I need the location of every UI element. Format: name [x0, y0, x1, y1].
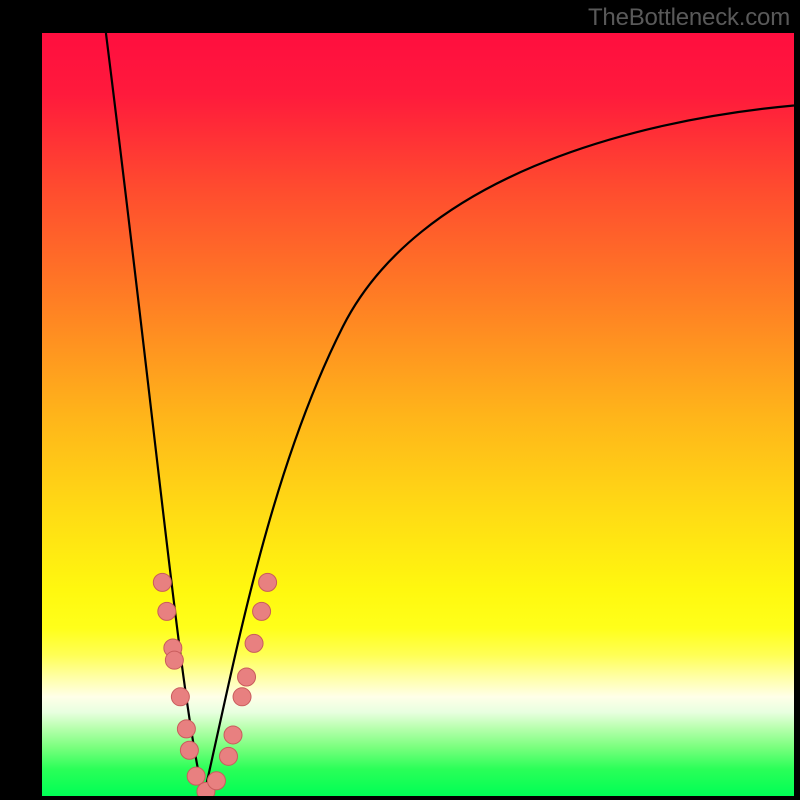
chart-container: TheBottleneck.com: [0, 0, 800, 800]
marker-point: [259, 573, 277, 591]
marker-point: [253, 602, 271, 620]
marker-point: [207, 772, 225, 790]
marker-point: [177, 720, 195, 738]
marker-point: [238, 668, 256, 686]
marker-point: [180, 741, 198, 759]
marker-point: [224, 726, 242, 744]
plot-area: [42, 33, 794, 800]
marker-point: [187, 767, 205, 785]
gradient-fill: [42, 33, 794, 796]
watermark-text: TheBottleneck.com: [588, 4, 790, 32]
marker-point: [165, 651, 183, 669]
marker-point: [153, 573, 171, 591]
marker-point: [233, 688, 251, 706]
marker-point: [219, 747, 237, 765]
marker-point: [171, 688, 189, 706]
bottleneck-chart: [0, 0, 800, 800]
marker-point: [158, 602, 176, 620]
marker-point: [245, 634, 263, 652]
